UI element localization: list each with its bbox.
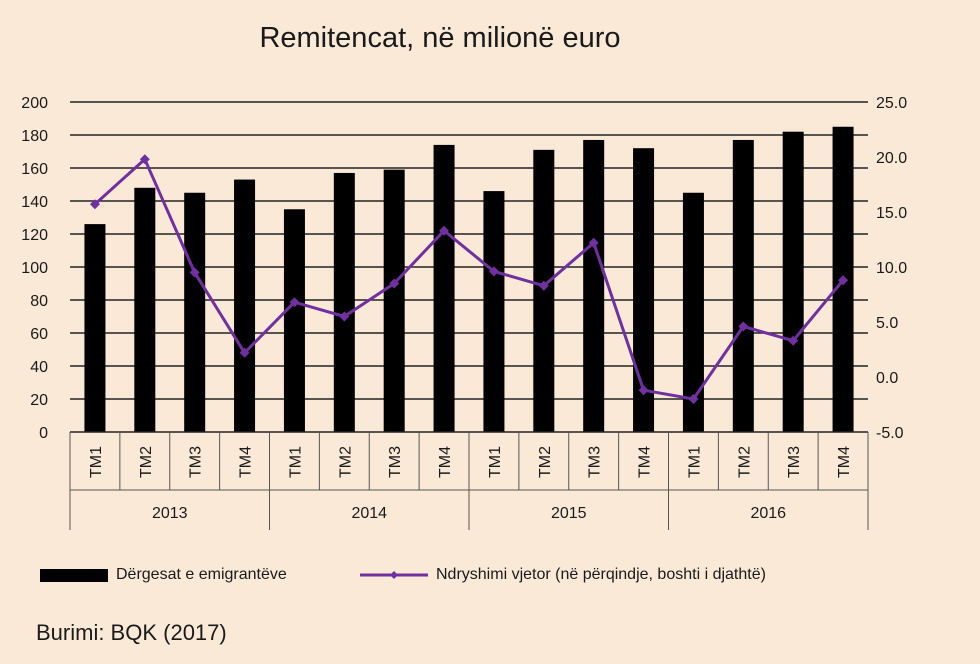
- bar: [633, 148, 655, 432]
- x-axis: TM1 TM2 TM3 TM4 TM1 TM2 TM3 TM4 TM1 TM2 TM3 TM4 TM1 T…: [69, 431, 869, 530]
- line-point: [588, 237, 599, 248]
- x-tick-label: TM3: [387, 446, 404, 478]
- x-tick-label: TM1: [686, 446, 703, 478]
- bar: [682, 192, 704, 432]
- y-left-tick-label: 200: [21, 95, 48, 112]
- bar: [134, 187, 156, 432]
- y-right-tick-label: 20.0: [876, 150, 907, 167]
- legend-bar-swatch: [40, 568, 108, 582]
- x-tick-label: TM2: [736, 446, 753, 478]
- line-point: [289, 297, 300, 308]
- y-axis-left: 0 20 40 60 80 100 120 140 160 180 200: [21, 95, 48, 442]
- y-right-tick-label: 5.0: [876, 315, 898, 332]
- line-point: [189, 267, 200, 278]
- line-point: [688, 394, 699, 404]
- line-point: [638, 385, 649, 396]
- bar: [283, 209, 305, 432]
- x-group-label: 2015: [551, 505, 587, 522]
- x-tick-label: TM4: [637, 446, 654, 478]
- bar: [433, 144, 455, 432]
- x-tick-label: TM2: [537, 446, 554, 478]
- bar-series: [84, 126, 854, 432]
- x-tick-label: TM3: [786, 446, 803, 478]
- y-left-tick-label: 140: [21, 194, 48, 211]
- bar: [234, 179, 256, 432]
- line-point: [738, 321, 749, 332]
- y-left-tick-label: 80: [30, 293, 48, 310]
- y-left-tick-label: 0: [39, 425, 48, 442]
- y-axis-right: -5.0 0.0 5.0 10.0 15.0 20.0 25.0: [876, 95, 907, 442]
- y-left-tick-label: 40: [30, 359, 48, 376]
- line-point: [538, 280, 549, 291]
- x-tick-label: TM1: [487, 446, 504, 478]
- series-line: [93, 156, 845, 401]
- bar: [782, 131, 804, 432]
- y-right-tick-label: 25.0: [876, 95, 907, 112]
- line-point: [389, 278, 400, 289]
- x-tick-label: TM4: [836, 446, 853, 478]
- line-point: [339, 311, 350, 322]
- y-left-tick-label: 60: [30, 326, 48, 343]
- x-group-label: 2014: [351, 505, 387, 522]
- bar: [583, 139, 605, 432]
- bar: [383, 169, 405, 432]
- legend-line-swatch: [360, 571, 428, 579]
- line-point: [439, 225, 450, 236]
- y-right-tick-label: 0.0: [876, 370, 898, 387]
- y-left-tick-label: 180: [21, 128, 48, 145]
- bar: [732, 139, 754, 432]
- x-group-label: 2013: [152, 505, 188, 522]
- bar: [184, 192, 206, 432]
- chart-area: 0 20 40 60 80 100 120 140 160 180 200 -5.0 0.0 5.0 10…: [21, 95, 907, 530]
- bar: [483, 191, 505, 432]
- bar: [84, 224, 106, 432]
- bar: [333, 172, 355, 432]
- legend-item-bars: Dërgesat e emigrantëve: [40, 566, 287, 584]
- legend-item-line: Ndryshimi vjetor (në përqindje, boshti i…: [360, 566, 766, 584]
- line-point: [89, 199, 100, 210]
- legend-bar-label: Dërgesat e emigrantëve: [116, 566, 287, 583]
- line-series: [89, 154, 849, 404]
- x-tick-label: TM1: [287, 446, 304, 478]
- line-point: [239, 347, 250, 358]
- x-tick-label: TM2: [337, 446, 354, 478]
- line-point: [488, 266, 499, 277]
- x-tick-label: TM3: [587, 446, 604, 478]
- y-right-tick-label: 10.0: [876, 260, 907, 277]
- source-note: Burimi: BQK (2017): [36, 620, 227, 645]
- legend-line-label: Ndryshimi vjetor (në përqindje, boshti i…: [436, 566, 766, 583]
- y-right-tick-label: -5.0: [876, 425, 904, 442]
- y-left-tick-label: 160: [21, 161, 48, 178]
- y-right-tick-label: 15.0: [876, 205, 907, 222]
- y-left-tick-label: 100: [21, 260, 48, 277]
- line-point: [139, 154, 150, 165]
- line-point: [788, 335, 799, 346]
- chart-title: Remitencat, në milionë euro: [259, 22, 621, 54]
- line-point: [838, 275, 849, 286]
- x-group-label: 2016: [750, 505, 786, 522]
- y-left-tick-label: 120: [21, 227, 48, 244]
- y-left-tick-label: 20: [30, 392, 48, 409]
- x-tick-label: TM1: [88, 446, 105, 478]
- bar: [533, 149, 555, 432]
- x-tick-label: TM4: [437, 446, 454, 478]
- x-tick-label: TM3: [188, 446, 205, 478]
- x-tick-label: TM4: [238, 446, 255, 478]
- x-tick-label: TM2: [138, 446, 155, 478]
